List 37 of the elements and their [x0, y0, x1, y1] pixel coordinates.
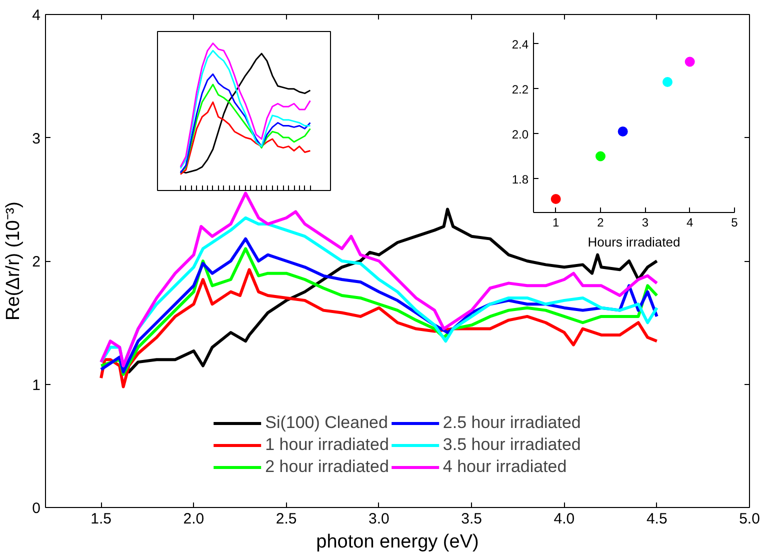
legend-label: Si(100) Cleaned — [265, 413, 388, 433]
y-tick-label: 1.8 — [512, 172, 529, 186]
x-tick-label: 5.0 — [739, 510, 760, 528]
y-tick-label: 1 — [32, 376, 40, 394]
point — [684, 56, 695, 67]
point — [596, 151, 606, 162]
x-tick-label: 2.5 — [276, 510, 297, 528]
y-tick-label: 2 — [32, 254, 40, 270]
legend-label: 3.5 hour irradiated — [442, 435, 581, 455]
x-tick-label: 3 — [642, 216, 649, 230]
x-tick-label: 3.5 — [461, 510, 482, 528]
y-tick-label: 0 — [32, 500, 40, 517]
x-tick-label: 1 — [552, 216, 560, 230]
y-tick-label: 2.4 — [512, 37, 529, 52]
legend-label: 2.5 hour irradiated — [442, 413, 581, 433]
x-tick-label: 4.5 — [646, 510, 668, 528]
x-axis-title: photon energy (eV) — [316, 532, 479, 552]
y-tick-label: 4 — [32, 7, 40, 24]
x-tick-label: 4 — [686, 216, 694, 230]
legend-label: 2 hour irradiated — [265, 457, 389, 477]
x-tick-label: 5 — [731, 216, 738, 230]
y-axis-title: Re(Δr/r) (10⁻³) — [3, 202, 24, 320]
point — [550, 194, 561, 204]
x-tick-label: 4.0 — [554, 510, 575, 528]
legend-label: 4 hour irradiated — [442, 457, 567, 477]
line-series — [100, 268, 658, 388]
point — [618, 126, 628, 136]
x-tick-label: 2.0 — [183, 510, 204, 528]
y-tick-label: 2.0 — [512, 127, 529, 142]
x-tick-label: 1.5 — [90, 510, 112, 528]
y-tick-label: 3 — [32, 130, 40, 148]
x-tick-label: 2 — [597, 216, 604, 230]
x-tick-label: 3.0 — [368, 510, 390, 528]
y-tick-label: 2.2 — [512, 82, 529, 96]
point — [662, 77, 672, 87]
x-axis-title: Hours irradiated — [588, 234, 680, 250]
legend-label: 1 hour irradiated — [265, 435, 389, 455]
